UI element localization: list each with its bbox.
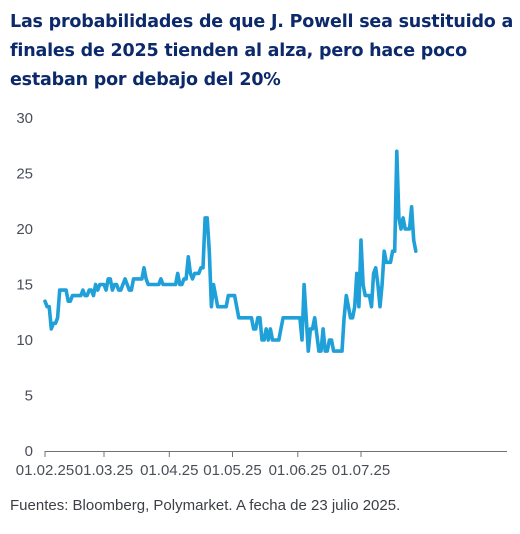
- y-tick-label: 15: [16, 277, 33, 294]
- chart-title: Las probabilidades de que J. Powell sea …: [10, 12, 514, 90]
- x-tick-label: 01.02.25: [16, 462, 74, 479]
- series-layer: [43, 149, 418, 353]
- x-tick-label: 01.07.25: [332, 462, 390, 479]
- y-axis: 0 5 10 15 20 25 30: [16, 110, 33, 460]
- x-axis: 01.02.25 01.03.25 01.04.25 01.05.25 01.06.25…: [16, 451, 390, 479]
- x-tick-label: 01.04.25: [140, 462, 198, 479]
- y-tick-label: 10: [16, 332, 33, 349]
- series-line: [43, 149, 418, 353]
- y-tick-label: 25: [16, 166, 33, 183]
- x-tick-label: 01.03.25: [75, 462, 133, 479]
- y-tick-label: 30: [16, 110, 33, 127]
- y-tick-label: 20: [16, 221, 33, 238]
- source-note: Fuentes: Bloomberg, Polymarket. A fecha …: [10, 497, 401, 514]
- y-tick-label: 5: [25, 388, 33, 405]
- x-tick-label: 01.05.25: [203, 462, 261, 479]
- y-tick-label: 0: [25, 443, 33, 460]
- x-tick-label: 01.06.25: [269, 462, 327, 479]
